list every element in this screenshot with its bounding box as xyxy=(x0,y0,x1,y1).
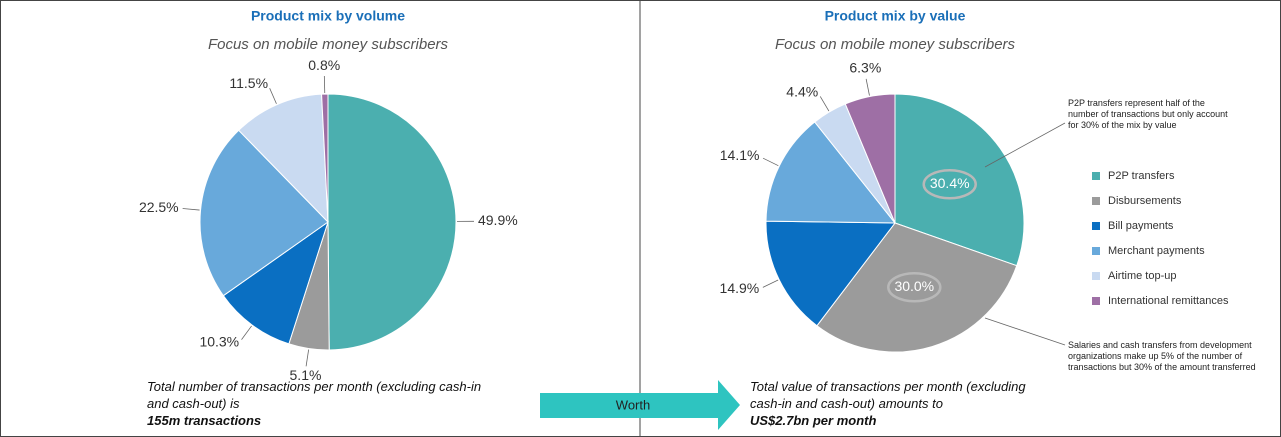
chart-subtitle: Focus on mobile money subscribers xyxy=(208,36,449,53)
value-label: 14.1% xyxy=(720,147,760,163)
value-label: 6.3% xyxy=(849,60,881,76)
footnote-bold: 155m transactions xyxy=(147,413,262,428)
arrow-label: Worth xyxy=(616,397,650,412)
legend-swatch xyxy=(1092,272,1100,280)
legend-swatch xyxy=(1092,172,1100,180)
value-label: 49.9% xyxy=(478,212,518,228)
label-circle xyxy=(922,168,977,200)
legend-label: International remittances xyxy=(1108,295,1229,307)
annotation-line xyxy=(984,122,1066,168)
value-label: 4.4% xyxy=(786,84,818,100)
pie-slice xyxy=(222,220,329,345)
annotation-line xyxy=(984,317,1066,346)
footnote-bold: US$2.7bn per month xyxy=(750,413,877,428)
pie-slice xyxy=(321,93,329,223)
value-label: 10.3% xyxy=(199,334,239,350)
chart-subtitle: Focus on mobile money subscribers xyxy=(775,36,1016,53)
value-label: 30.4% xyxy=(930,175,970,191)
leader-line xyxy=(305,349,310,367)
value-label: 5.1% xyxy=(290,367,322,383)
leader-line xyxy=(241,325,252,340)
pie-slice xyxy=(237,93,329,224)
leader-line xyxy=(762,279,779,288)
value-label: 11.5% xyxy=(229,75,268,91)
pie-slice xyxy=(816,222,1018,353)
legend-label: Bill payments xyxy=(1108,220,1174,232)
pie-slice xyxy=(327,93,457,351)
pie-slice xyxy=(765,220,896,327)
annotation: Salaries and cash transfers from develop… xyxy=(1068,340,1256,372)
legend-label: Airtime top-up xyxy=(1108,270,1176,282)
legend-swatch xyxy=(1092,297,1100,305)
value-label: 0.8% xyxy=(308,57,340,73)
pie-slice xyxy=(894,93,1025,267)
leader-line xyxy=(269,88,277,104)
footnote-text: Total number of transactions per month (… xyxy=(147,379,482,411)
pie-slice xyxy=(199,129,329,297)
legend-swatch xyxy=(1092,222,1100,230)
legend-label: Disbursements xyxy=(1108,195,1182,207)
footnote: Total value of transactions per month (e… xyxy=(750,378,1050,429)
footnote: Total number of transactions per month (… xyxy=(147,378,487,429)
leader-line xyxy=(819,96,830,112)
chart-title: Product mix by volume xyxy=(251,8,405,24)
footnote-text: Total value of transactions per month (e… xyxy=(750,379,1026,411)
leader-line xyxy=(762,157,779,167)
value-label: 14.9% xyxy=(720,280,760,296)
value-label: 22.5% xyxy=(139,199,179,215)
annotation: P2P transfers represent half of the numb… xyxy=(1068,98,1228,130)
pie-slice xyxy=(844,93,896,224)
pie-slice xyxy=(765,121,897,224)
arrow xyxy=(540,380,740,430)
leader-line xyxy=(182,208,200,211)
value-label: 30.0% xyxy=(894,278,934,294)
leader-line xyxy=(865,78,870,96)
label-circle xyxy=(887,271,942,303)
chart-title: Product mix by value xyxy=(825,8,966,24)
legend-label: Merchant payments xyxy=(1108,245,1205,257)
legend-swatch xyxy=(1092,247,1100,255)
legend-label: P2P transfers xyxy=(1108,170,1175,182)
legend-swatch xyxy=(1092,197,1100,205)
